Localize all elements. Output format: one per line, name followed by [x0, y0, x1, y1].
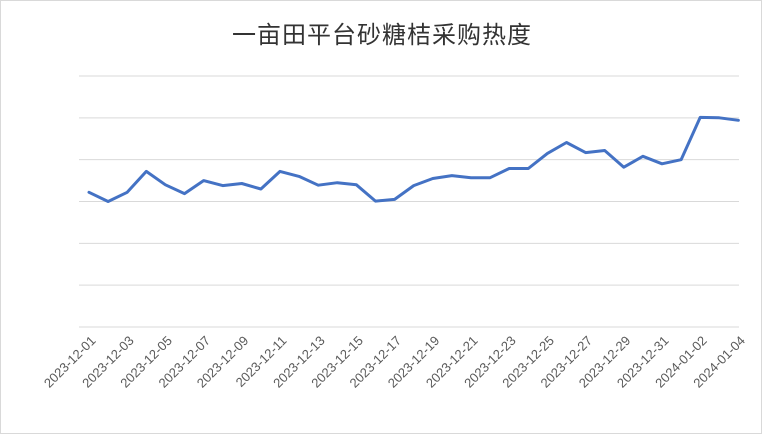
gridlines: [79, 75, 739, 328]
chart-title: 一亩田平台砂糖桔采购热度: [232, 21, 532, 49]
x-axis-ticks: 2023-12-012023-12-032023-12-052023-12-07…: [41, 333, 748, 391]
series-line: [87, 115, 740, 203]
